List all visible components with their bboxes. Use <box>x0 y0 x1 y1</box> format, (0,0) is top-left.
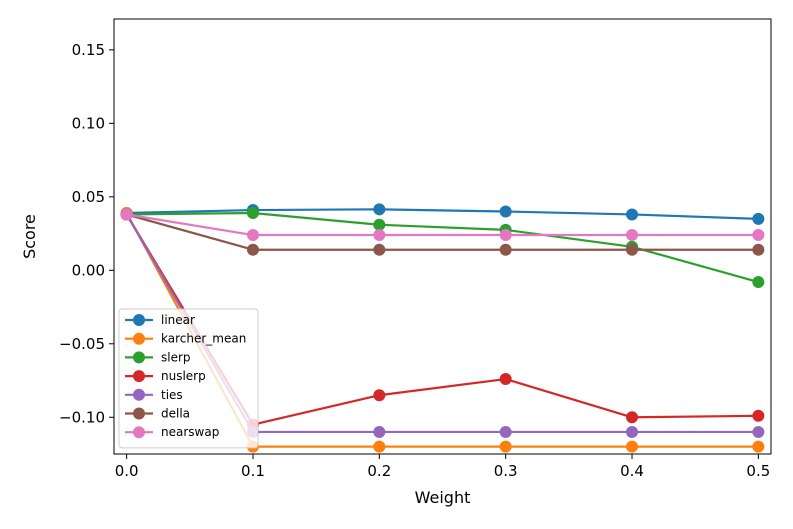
series-line <box>126 208 759 220</box>
data-point <box>499 373 512 386</box>
data-point <box>373 229 386 242</box>
legend-label: nuslerp <box>161 369 206 383</box>
plot-frame <box>113 18 772 455</box>
data-point <box>752 409 765 422</box>
y-tick-label: −0.10 <box>59 408 105 426</box>
series-nearswap <box>120 208 765 242</box>
y-tick-label: −0.05 <box>59 335 105 353</box>
data-point <box>373 389 386 402</box>
data-point <box>373 203 386 216</box>
legend-label: karcher_mean <box>161 332 246 346</box>
data-point <box>626 243 639 256</box>
legend-swatch-marker <box>133 370 145 383</box>
data-point <box>246 229 259 242</box>
data-point <box>752 276 765 289</box>
legend-swatch-marker <box>133 407 145 420</box>
legend-label: della <box>161 407 190 421</box>
series-line <box>126 213 759 237</box>
y-tick-label: 0.00 <box>72 261 105 279</box>
data-point <box>499 425 512 438</box>
legend-item: della <box>125 407 190 421</box>
series-line <box>126 211 759 284</box>
legend-swatch-marker <box>133 332 145 345</box>
data-point <box>752 212 765 225</box>
data-point <box>752 425 765 438</box>
data-point <box>626 440 639 453</box>
data-point <box>373 243 386 256</box>
legend-item: nearswap <box>125 425 219 439</box>
legend-label: ties <box>161 388 183 402</box>
y-tick-label: 0.05 <box>72 188 105 206</box>
data-point <box>373 440 386 453</box>
series-line <box>126 213 759 251</box>
data-point <box>752 229 765 242</box>
x-tick-label: 0.0 <box>115 462 139 480</box>
legend-box <box>118 308 259 449</box>
data-point <box>120 208 133 221</box>
data-point <box>626 229 639 242</box>
legend-item: slerp <box>125 350 191 364</box>
legend-label: linear <box>161 313 195 327</box>
series-layer <box>120 203 765 453</box>
x-tick-label: 0.4 <box>620 462 644 480</box>
data-point <box>373 218 386 231</box>
x-axis-ticks: 0.0 0.1 0.2 0.3 0.4 0.5 <box>115 454 770 480</box>
x-tick-label: 0.2 <box>367 462 391 480</box>
data-point <box>373 425 386 438</box>
x-axis-label: Weight <box>415 488 471 507</box>
data-point <box>752 243 765 256</box>
legend-label: slerp <box>161 350 191 364</box>
legend-item: linear <box>125 313 195 327</box>
data-point <box>246 243 259 256</box>
legend-item: karcher_mean <box>125 332 246 346</box>
legend-item: ties <box>125 388 183 402</box>
legend-swatch-marker <box>133 388 145 401</box>
data-point <box>246 206 259 219</box>
x-tick-label: 0.3 <box>494 462 518 480</box>
data-point <box>499 243 512 256</box>
data-point <box>499 440 512 453</box>
y-tick-label: 0.15 <box>72 41 105 59</box>
x-tick-label: 0.5 <box>746 462 770 480</box>
y-tick-label: 0.10 <box>72 114 105 132</box>
data-point <box>752 440 765 453</box>
data-point <box>626 208 639 221</box>
data-point <box>499 229 512 242</box>
legend-item: nuslerp <box>125 369 206 383</box>
legend-swatch-marker <box>133 351 145 364</box>
data-point <box>626 411 639 424</box>
y-axis-label: Score <box>20 214 39 259</box>
data-point <box>626 425 639 438</box>
y-axis-ticks: −0.10 −0.05 0.00 0.05 0.10 0.15 <box>59 41 114 426</box>
legend-swatch-marker <box>133 314 145 326</box>
legend-swatch-marker <box>133 426 145 439</box>
data-point <box>499 205 512 218</box>
x-tick-label: 0.1 <box>241 462 265 480</box>
legend-label: nearswap <box>161 425 219 439</box>
